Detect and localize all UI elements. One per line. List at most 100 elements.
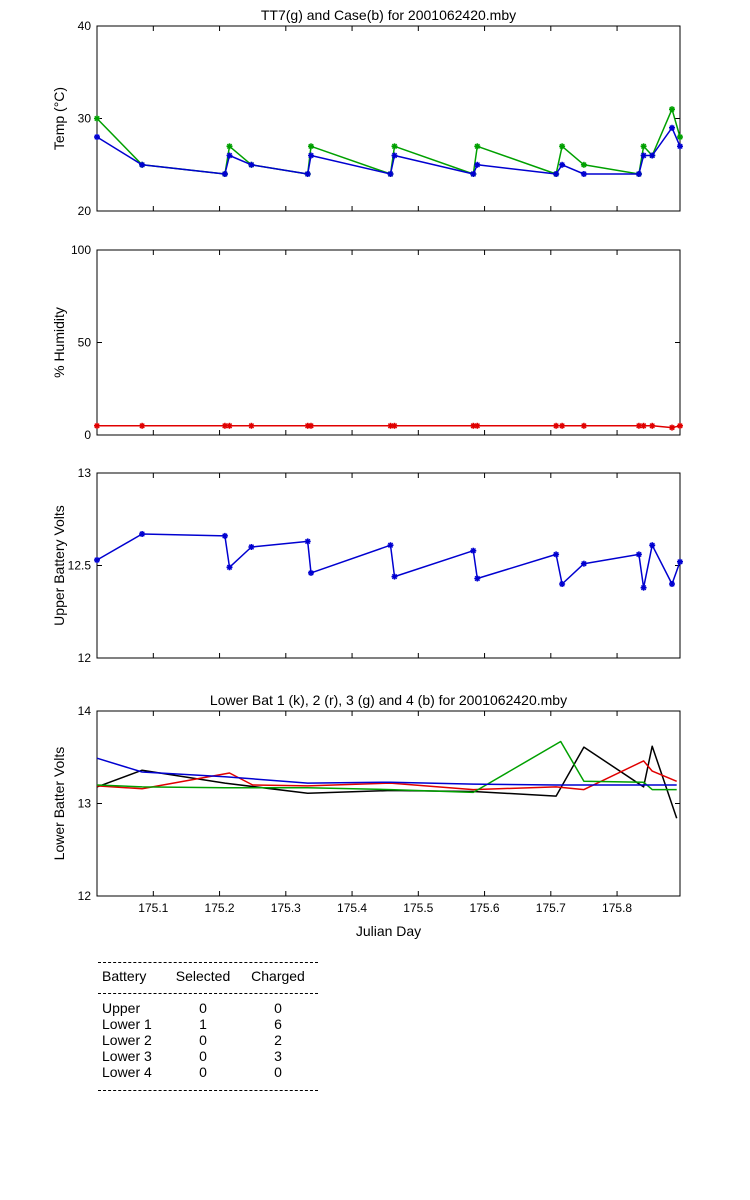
y-axis-label: Temp (°C): [51, 87, 67, 150]
marker-stroke: [248, 544, 255, 550]
marker-stroke: [391, 573, 398, 580]
y-tick-label: 30: [78, 112, 92, 126]
cell-selected: 0: [199, 1048, 207, 1064]
marker-stroke: [636, 551, 642, 558]
marker-stroke: [139, 531, 145, 537]
data-point: [677, 143, 683, 150]
marker-stroke: [559, 581, 565, 587]
marker-stroke: [640, 423, 647, 429]
data-point: [474, 161, 481, 168]
marker-stroke: [308, 143, 314, 149]
marker-stroke: [640, 585, 647, 591]
marker-stroke: [559, 162, 565, 168]
data-point: [308, 143, 314, 150]
marker-stroke: [677, 143, 683, 149]
marker-stroke: [640, 152, 647, 159]
marker-stroke: [677, 423, 683, 429]
data-point: [669, 124, 675, 131]
table-row: Lower 2 0 2: [98, 1032, 318, 1048]
plot-frame: [96, 249, 681, 436]
header-battery: Battery: [102, 968, 147, 984]
marker-stroke: [581, 423, 587, 429]
y-tick-label: 12: [78, 651, 92, 665]
figure: 20 30 40 TT7(g) and Case(b) for 2001062420.…: [51, 7, 683, 939]
marker-stroke: [308, 423, 314, 429]
x-tick-label: 175.1: [138, 901, 168, 915]
data-point: [226, 143, 233, 150]
marker-stroke: [391, 423, 398, 429]
y-axis-label: Lower Batter Volts: [51, 747, 67, 861]
data-point: [640, 143, 647, 150]
data-point: [635, 551, 642, 558]
marker-stroke: [391, 143, 398, 149]
marker-stroke: [649, 542, 655, 548]
series-line-1: [96, 533, 681, 589]
data-point: [669, 106, 675, 113]
data-point: [580, 171, 587, 177]
y-axis-label: Upper Battery Volts: [51, 505, 67, 626]
marker-stroke: [553, 551, 559, 558]
marker-stroke: [139, 162, 145, 168]
chart-panel-1: 20 30 40 TT7(g) and Case(b) for 2001062420.…: [51, 7, 683, 218]
table-header: Battery Selected Charged: [98, 963, 318, 993]
cell-battery: Lower 3: [102, 1048, 152, 1064]
cell-battery: Lower 1: [102, 1016, 152, 1032]
data-point: [248, 161, 255, 168]
marker-stroke: [677, 134, 683, 140]
data-point: [226, 152, 233, 159]
marker-stroke: [308, 570, 314, 576]
x-tick-label: 175.7: [536, 901, 566, 915]
plot-frame: [96, 25, 681, 212]
y-tick-label: 12: [78, 889, 92, 903]
cell-charged: 6: [274, 1016, 282, 1032]
cell-selected: 0: [199, 1064, 207, 1080]
y-tick-label: 13: [78, 797, 92, 811]
data-point: [640, 584, 647, 591]
chart-panel-4: 12 13 14 175.1 175.2 175.3 175.4 175.5 175.6 175.…: [51, 692, 681, 939]
y-tick-label: 20: [78, 204, 92, 218]
table-rule-bottom: [98, 1090, 318, 1091]
cell-selected: 0: [199, 1032, 207, 1048]
data-point: [677, 422, 683, 429]
x-tick-label: 175.3: [271, 901, 301, 915]
marker-stroke: [649, 152, 655, 159]
data-point: [391, 422, 398, 429]
marker-stroke: [640, 143, 647, 149]
marker-stroke: [222, 423, 228, 429]
data-point: [139, 422, 146, 429]
data-point: [470, 171, 477, 177]
data-point: [226, 422, 233, 429]
marker-stroke: [636, 171, 642, 177]
data-point: [308, 569, 314, 576]
marker-stroke: [226, 143, 233, 149]
data-point: [94, 134, 100, 140]
marker-stroke: [94, 557, 100, 563]
marker-stroke: [474, 575, 480, 582]
x-axis-label: Julian Day: [356, 923, 421, 939]
data-point: [677, 558, 683, 565]
cell-selected: 0: [199, 1000, 207, 1016]
data-point: [553, 551, 560, 558]
y-axis-label: % Humidity: [51, 307, 67, 378]
table-row: Lower 3 0 3: [98, 1048, 318, 1064]
marker-stroke: [636, 423, 642, 429]
data-point: [139, 531, 146, 537]
data-point: [640, 152, 647, 159]
data-point: [308, 422, 314, 429]
data-point: [580, 560, 587, 567]
table-row: Lower 4 0 0: [98, 1064, 318, 1080]
marker-stroke: [222, 171, 228, 177]
data-point: [391, 143, 398, 150]
data-point: [94, 422, 100, 429]
marker-stroke: [226, 564, 233, 570]
data-point: [474, 575, 481, 582]
marker-stroke: [581, 162, 587, 168]
marker-stroke: [248, 423, 255, 429]
marker-stroke: [226, 423, 233, 429]
data-point: [649, 422, 656, 429]
data-point: [474, 143, 481, 150]
y-tick-label: 0: [84, 428, 91, 442]
data-point: [580, 422, 587, 429]
marker-stroke: [581, 561, 587, 567]
chart-title: Lower Bat 1 (k), 2 (r), 3 (g) and 4 (b) …: [210, 692, 567, 708]
